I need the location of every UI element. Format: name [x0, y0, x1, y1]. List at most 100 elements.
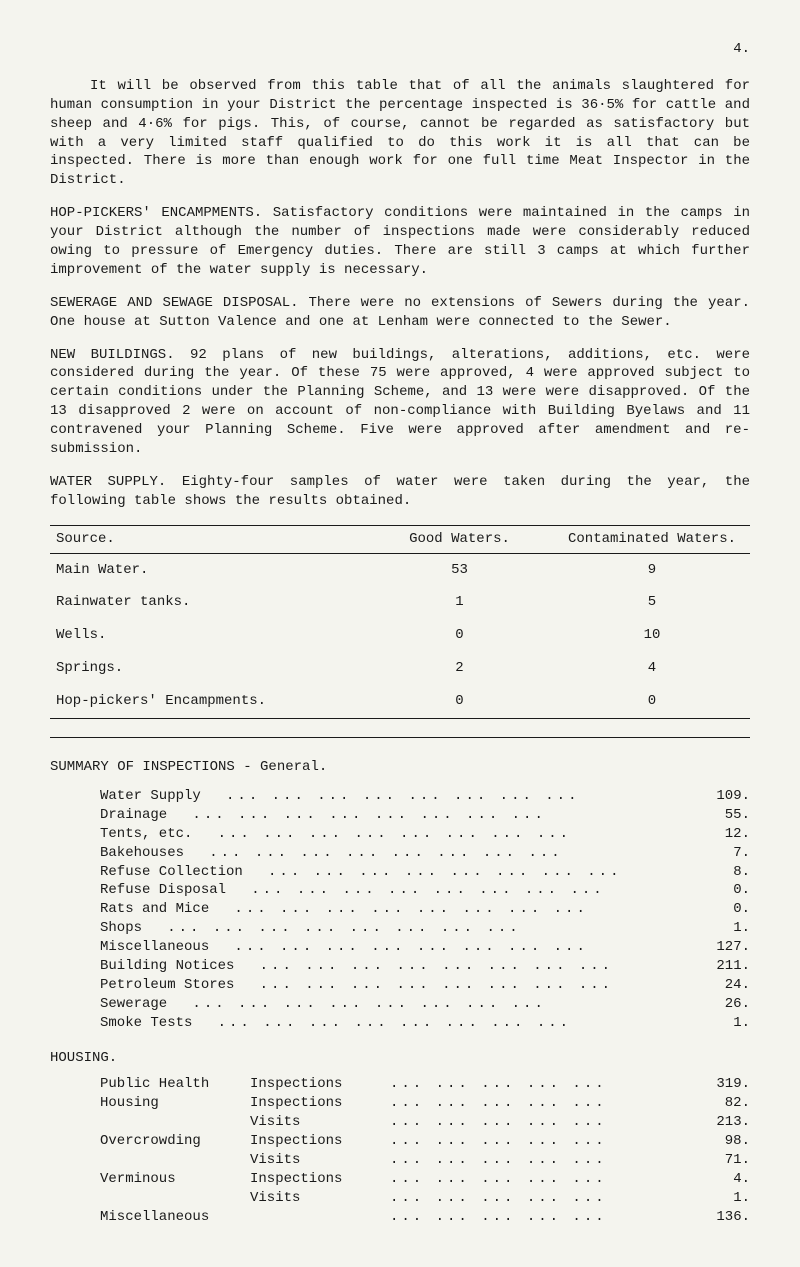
dot-leader: ... ... ... ... ... ... ... ... [226, 787, 690, 806]
housing-value: 319. [690, 1075, 750, 1094]
housing-row: HousingInspections... ... ... ... ...82. [100, 1094, 750, 1113]
dot-leader: ... ... ... ... ... ... ... ... [167, 919, 690, 938]
dot-leader: ... ... ... ... ... [390, 1208, 690, 1227]
dot-leader: ... ... ... ... ... ... ... ... [234, 900, 690, 919]
summary-row: Drainage ... ... ... ... ... ... ... ...… [100, 806, 750, 825]
water-source: Hop-pickers' Encampments. [50, 685, 365, 718]
paragraph-1: It will be observed from this table that… [50, 77, 750, 190]
dot-leader: ... ... ... ... ... [390, 1113, 690, 1132]
water-table: Source. Good Waters. Contaminated Waters… [50, 525, 750, 719]
dot-leader: ... ... ... ... ... ... ... ... [192, 806, 690, 825]
summary-value: 211. [690, 957, 750, 976]
summary-value: 0. [690, 881, 750, 900]
summary-label: Refuse Collection [100, 863, 268, 882]
housing-title: HOUSING. [50, 1049, 750, 1068]
housing-row: OvercrowdingInspections... ... ... ... .… [100, 1132, 750, 1151]
summary-value: 12. [690, 825, 750, 844]
paragraph-2: HOP-PICKERS' ENCAMPMENTS. Satisfactory c… [50, 204, 750, 280]
paragraph-3: SEWERAGE AND SEWAGE DISPOSAL. There were… [50, 294, 750, 332]
housing-category: Verminous [100, 1170, 250, 1189]
dot-leader: ... ... ... ... ... ... ... ... [192, 995, 690, 1014]
housing-type: Visits [250, 1189, 390, 1208]
water-row: Springs.24 [50, 652, 750, 685]
water-header-source: Source. [50, 525, 365, 553]
housing-row: VerminousInspections... ... ... ... ...4… [100, 1170, 750, 1189]
dot-leader: ... ... ... ... ... [390, 1189, 690, 1208]
summary-label: Sewerage [100, 995, 192, 1014]
summary-row: Shops ... ... ... ... ... ... ... ...1. [100, 919, 750, 938]
dot-leader: ... ... ... ... ... ... ... ... [260, 976, 690, 995]
paragraph-4: NEW BUILDINGS. 92 plans of new buildings… [50, 346, 750, 459]
housing-row: Public HealthInspections... ... ... ... … [100, 1075, 750, 1094]
housing-type: Visits [250, 1113, 390, 1132]
water-good: 2 [365, 652, 554, 685]
summary-row: Bakehouses ... ... ... ... ... ... ... .… [100, 844, 750, 863]
summary-label: Smoke Tests [100, 1014, 218, 1033]
housing-category: Overcrowding [100, 1132, 250, 1151]
summary-value: 7. [690, 844, 750, 863]
dot-leader: ... ... ... ... ... [390, 1170, 690, 1189]
housing-category [100, 1151, 250, 1170]
housing-value: 82. [690, 1094, 750, 1113]
water-source: Main Water. [50, 553, 365, 586]
housing-row: Visits... ... ... ... ...213. [100, 1113, 750, 1132]
dot-leader: ... ... ... ... ... [390, 1094, 690, 1113]
water-contam: 9 [554, 553, 750, 586]
summary-value: 55. [690, 806, 750, 825]
housing-value: 71. [690, 1151, 750, 1170]
dot-leader: ... ... ... ... ... ... ... ... [218, 1014, 690, 1033]
dot-leader: ... ... ... ... ... ... ... ... [209, 844, 690, 863]
summary-label: Drainage [100, 806, 192, 825]
water-contam: 4 [554, 652, 750, 685]
housing-type: Inspections [250, 1170, 390, 1189]
housing-category: Housing [100, 1094, 250, 1113]
summary-row: Petroleum Stores ... ... ... ... ... ...… [100, 976, 750, 995]
water-source: Springs. [50, 652, 365, 685]
summary-label: Miscellaneous [100, 938, 234, 957]
summary-row: Tents, etc. ... ... ... ... ... ... ... … [100, 825, 750, 844]
water-source: Rainwater tanks. [50, 586, 365, 619]
housing-category: Public Health [100, 1075, 250, 1094]
water-good: 1 [365, 586, 554, 619]
summary-label: Shops [100, 919, 167, 938]
dot-leader: ... ... ... ... ... ... ... ... [234, 938, 690, 957]
dot-leader: ... ... ... ... ... [390, 1132, 690, 1151]
summary-label: Rats and Mice [100, 900, 234, 919]
page-number: 4. [50, 40, 750, 59]
summary-row: Rats and Mice ... ... ... ... ... ... ..… [100, 900, 750, 919]
summary-row: Miscellaneous ... ... ... ... ... ... ..… [100, 938, 750, 957]
summary-value: 1. [690, 919, 750, 938]
housing-category: Miscellaneous [100, 1208, 250, 1227]
summary-row: Smoke Tests ... ... ... ... ... ... ... … [100, 1014, 750, 1033]
dot-leader: ... ... ... ... ... ... ... ... [260, 957, 690, 976]
water-row: Hop-pickers' Encampments.00 [50, 685, 750, 718]
summary-label: Refuse Disposal [100, 881, 251, 900]
housing-value: 98. [690, 1132, 750, 1151]
housing-type: Inspections [250, 1094, 390, 1113]
summary-row: Building Notices ... ... ... ... ... ...… [100, 957, 750, 976]
water-contam: 10 [554, 619, 750, 652]
summary-row: Refuse Disposal ... ... ... ... ... ... … [100, 881, 750, 900]
dot-leader: ... ... ... ... ... ... ... ... [268, 863, 690, 882]
water-good: 0 [365, 619, 554, 652]
summary-value: 8. [690, 863, 750, 882]
water-row: Wells.010 [50, 619, 750, 652]
summary-value: 1. [690, 1014, 750, 1033]
water-contam: 0 [554, 685, 750, 718]
summary-list: Water Supply ... ... ... ... ... ... ...… [100, 787, 750, 1033]
summary-label: Bakehouses [100, 844, 209, 863]
housing-category [100, 1113, 250, 1132]
housing-value: 213. [690, 1113, 750, 1132]
dot-leader: ... ... ... ... ... ... ... ... [218, 825, 690, 844]
housing-type: Inspections [250, 1132, 390, 1151]
dot-leader: ... ... ... ... ... [390, 1075, 690, 1094]
summary-value: 24. [690, 976, 750, 995]
dot-leader: ... ... ... ... ... ... ... ... [251, 881, 690, 900]
housing-value: 4. [690, 1170, 750, 1189]
summary-row: Refuse Collection ... ... ... ... ... ..… [100, 863, 750, 882]
housing-row: Miscellaneous... ... ... ... ...136. [100, 1208, 750, 1227]
water-contam: 5 [554, 586, 750, 619]
summary-label: Tents, etc. [100, 825, 218, 844]
summary-value: 109. [690, 787, 750, 806]
summary-title: SUMMARY OF INSPECTIONS - General. [50, 758, 750, 777]
